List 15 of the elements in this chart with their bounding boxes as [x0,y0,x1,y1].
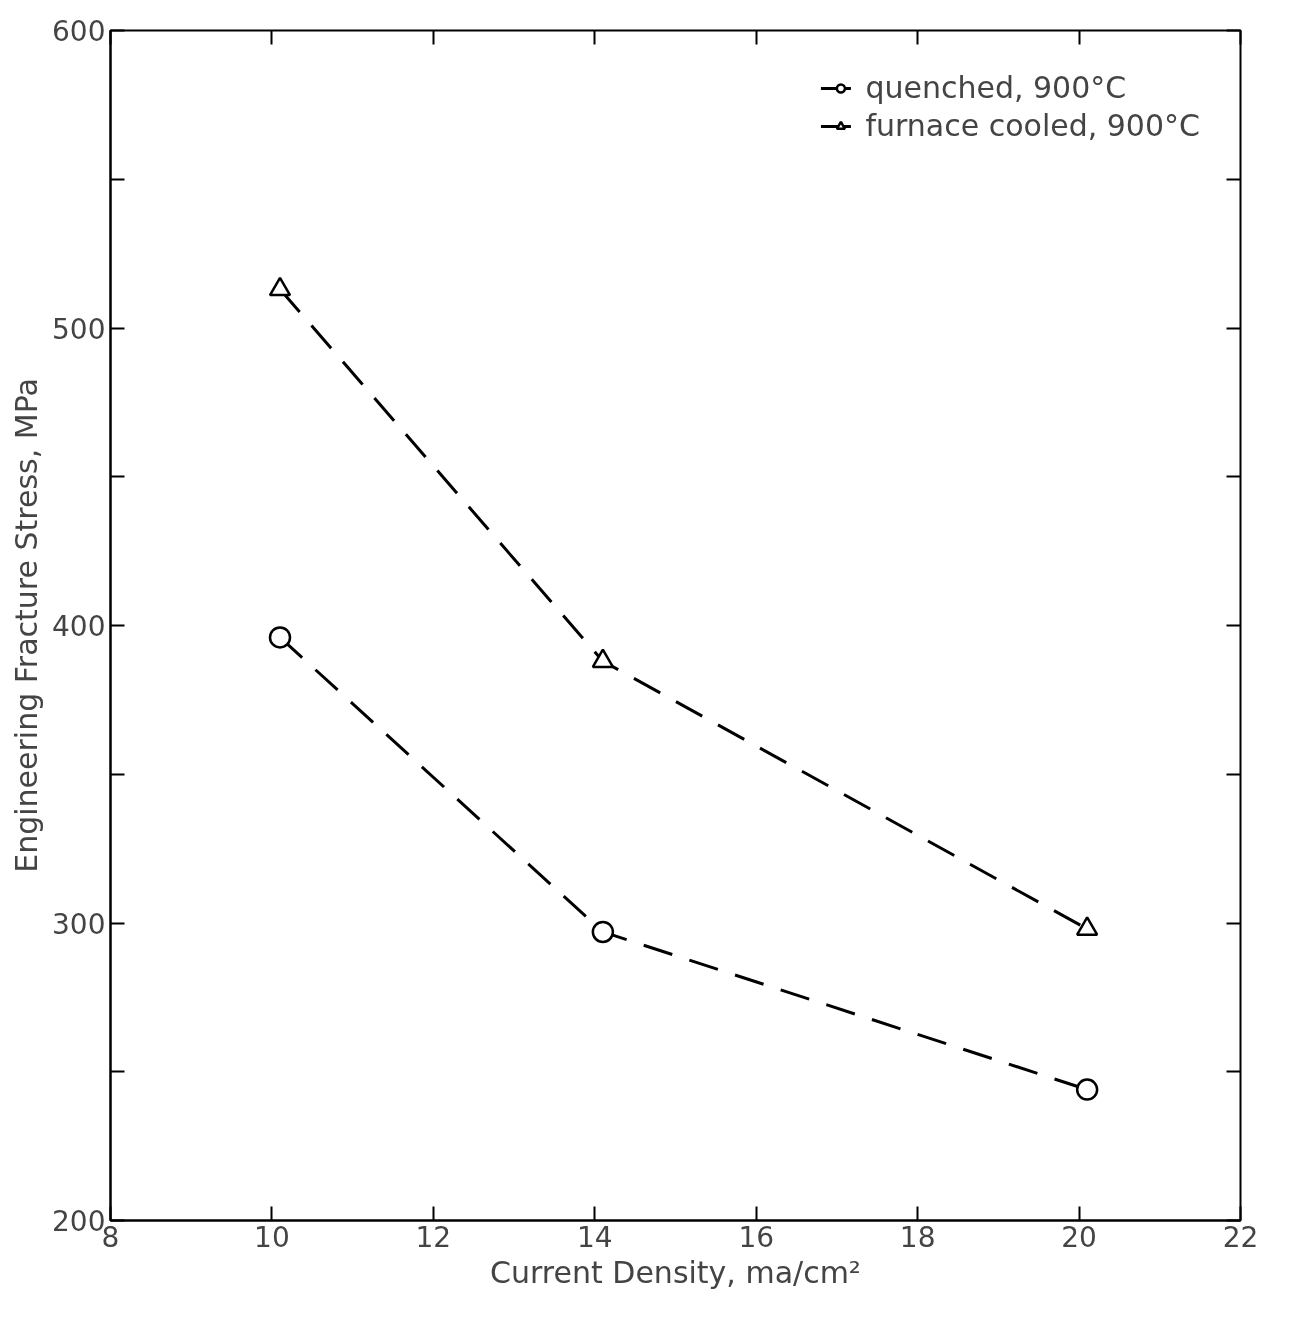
y-tick-label: 400 [52,610,106,643]
y-tick-label: 300 [52,907,106,941]
y-axis-title: Engineering Fracture Stress, MPa [9,378,45,873]
x-tick-label: 12 [415,1220,452,1254]
x-tick-label: 16 [738,1220,775,1254]
y-tick-label: 500 [52,312,106,346]
x-axis-title: Current Density, ma/cm² [490,1254,861,1290]
y-tick-label: 600 [52,15,106,48]
x-tick-label: 18 [899,1220,936,1254]
x-tick-label: 20 [1061,1220,1097,1254]
legend-label: furnace cooled, 900°C [865,108,1200,143]
legend-label: quenched, 900°C [865,70,1127,105]
x-tick-label: 14 [576,1220,613,1254]
x-tick-label: 10 [254,1220,290,1254]
x-tick-label: 22 [1222,1220,1259,1254]
